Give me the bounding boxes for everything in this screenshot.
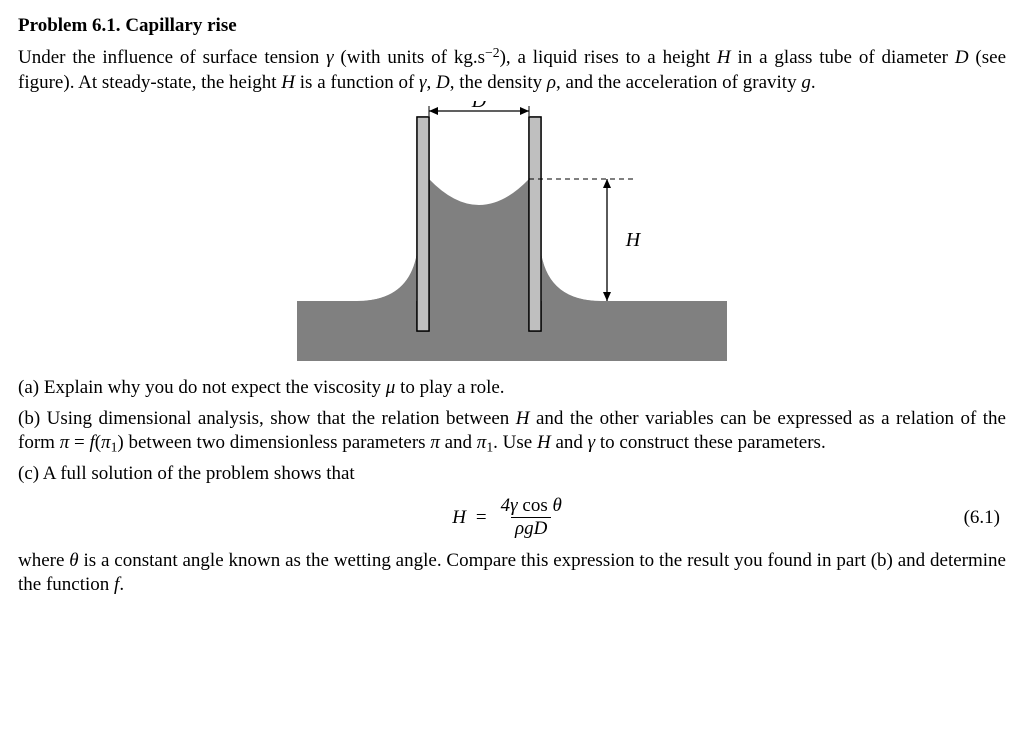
equation-row: H = 4γ cos θ ρgD (6.1) — [18, 496, 1006, 539]
equation: H = 4γ cos θ ρgD — [452, 496, 566, 539]
intro-paragraph: Under the influence of surface tension γ… — [18, 44, 1006, 95]
problem-title: Capillary rise — [125, 15, 236, 36]
part-a: (a) Explain why you do not expect the vi… — [18, 376, 1006, 400]
part-b: (b) Using dimensional analysis, show tha… — [18, 407, 1006, 456]
equation-denominator: ρgD — [511, 517, 551, 539]
problem-number: Problem 6.1. — [18, 15, 121, 36]
problem-heading: Problem 6.1. Capillary rise — [18, 14, 1006, 38]
equation-fraction: 4γ cos θ ρgD — [497, 496, 566, 539]
svg-text:H: H — [625, 229, 642, 251]
figure-container: DH — [18, 101, 1006, 368]
part-c-lead: (c) A full solution of the problem shows… — [18, 462, 1006, 486]
part-c-tail: where θ is a constant angle known as the… — [18, 549, 1006, 598]
equation-number: (6.1) — [566, 506, 1006, 530]
equation-numerator: 4γ cos θ — [497, 496, 566, 517]
equation-equals: = — [476, 506, 487, 530]
equation-lhs: H — [452, 506, 466, 530]
capillary-figure: DH — [297, 101, 727, 361]
svg-text:D: D — [471, 101, 487, 112]
